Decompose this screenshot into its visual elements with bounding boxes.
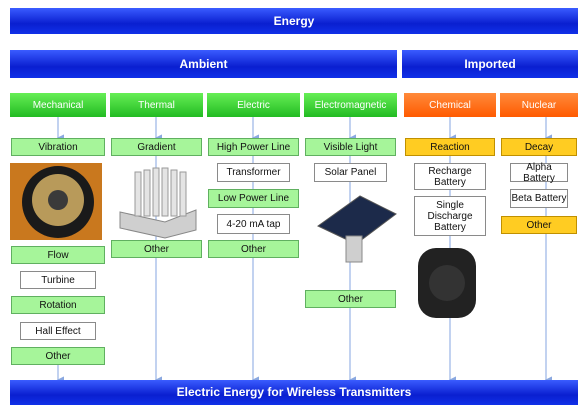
heatsink (120, 168, 196, 238)
item-box: 4-20 mA tap (217, 214, 290, 234)
item-box: Turbine (20, 271, 96, 289)
solar-panel (318, 196, 396, 262)
item-box: High Power Line (208, 138, 299, 156)
section-header: Imported (402, 50, 578, 78)
item-box: Other (501, 216, 577, 234)
item-box: Decay (501, 138, 577, 156)
item-box: Low Power Line (208, 189, 299, 208)
column-header: Electromagnetic (304, 93, 397, 117)
item-box: Transformer (217, 163, 290, 182)
item-box: Visible Light (305, 138, 396, 156)
item-box: Solar Panel (314, 163, 387, 182)
vibration-device (10, 163, 102, 240)
column-header: Mechanical (10, 93, 106, 117)
title-bar: Energy (10, 8, 578, 34)
item-box: Single Discharge Battery (414, 196, 486, 236)
page: Energy AmbientImported Electric Energy for… (0, 0, 582, 406)
column-header: Nuclear (500, 93, 578, 117)
column-header: Thermal (110, 93, 203, 117)
section-header: Ambient (10, 50, 397, 78)
item-box: Other (111, 240, 202, 258)
footer-bar: Electric Energy for Wireless Transmitter… (10, 380, 578, 405)
item-box: Hall Effect (20, 322, 96, 340)
item-box: Other (208, 240, 299, 258)
item-box: Rotation (11, 296, 105, 314)
item-box: Reaction (405, 138, 495, 156)
item-box: Vibration (11, 138, 105, 156)
column-header: Chemical (404, 93, 496, 117)
item-box: Other (11, 347, 105, 365)
column-header: Electric (207, 93, 300, 117)
item-box: Alpha Battery (510, 163, 568, 182)
item-box: Other (305, 290, 396, 308)
item-box: Gradient (111, 138, 202, 156)
item-box: Recharge Battery (414, 163, 486, 190)
battery-device (418, 248, 476, 318)
item-box: Beta Battery (510, 189, 568, 208)
item-box: Flow (11, 246, 105, 264)
